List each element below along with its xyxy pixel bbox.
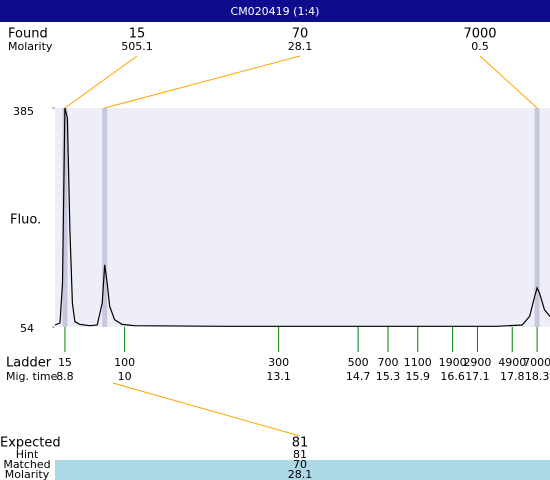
ladder-time: 8.8 xyxy=(56,370,74,383)
ladder-size: 500 xyxy=(348,356,369,369)
ladder-size: 700 xyxy=(377,356,398,369)
ladder-time: 17.1 xyxy=(465,370,490,383)
found-molarity: 505.1 xyxy=(121,40,153,53)
ladder-size: 15 xyxy=(58,356,72,369)
ladder-time: 14.7 xyxy=(346,370,371,383)
ladder-size: 1100 xyxy=(404,356,432,369)
mig-time-label: Mig. time xyxy=(6,370,58,383)
found-peak-band xyxy=(534,108,540,327)
hint-value: 81 xyxy=(293,448,307,461)
ladder-time: 10 xyxy=(118,370,132,383)
ladder-size: 1900 xyxy=(439,356,467,369)
ladder-time: 15.9 xyxy=(406,370,431,383)
matched-label: Matched xyxy=(3,458,50,471)
ladder-label: Ladder xyxy=(6,356,52,371)
ladder-time: 18.3 xyxy=(525,370,550,383)
matched-value: 70 xyxy=(293,458,307,471)
plot-area xyxy=(55,108,550,327)
found-size: 7000 xyxy=(463,27,496,42)
hint-label: Hint xyxy=(16,448,39,461)
ladder-size: 4900 xyxy=(498,356,526,369)
y-tick-label: 385 xyxy=(13,105,34,118)
found-peak-band xyxy=(102,108,108,327)
found-size: 70 xyxy=(292,27,309,42)
molarity-label: Molarity xyxy=(8,40,53,53)
found-connector xyxy=(479,55,538,109)
trace xyxy=(54,107,550,327)
matched-molarity-label: Molarity xyxy=(5,468,50,480)
ladder-size: 300 xyxy=(268,356,289,369)
ladder-size: 100 xyxy=(114,356,135,369)
ladder-time: 13.1 xyxy=(266,370,291,383)
title: CM020419 (1:4) xyxy=(231,5,320,18)
found-molarity: 28.1 xyxy=(288,40,313,53)
matched-molarity: 28.1 xyxy=(288,468,313,480)
found-peak-band xyxy=(62,108,68,327)
ladder-time: 16.6 xyxy=(440,370,465,383)
ladder-size: 2900 xyxy=(463,356,491,369)
found-label: Found xyxy=(8,27,48,42)
matched-band xyxy=(55,460,550,480)
expected-connector xyxy=(112,382,301,437)
y-tick-label: 54 xyxy=(20,322,34,335)
found-size: 15 xyxy=(129,27,146,42)
expected-size: 81 xyxy=(292,436,309,451)
ladder-time: 15.3 xyxy=(376,370,401,383)
fluo-label: Fluo. xyxy=(10,213,41,228)
ladder-size: 7000 xyxy=(523,356,550,369)
title-bar xyxy=(0,0,550,22)
ladder-time: 17.8 xyxy=(500,370,525,383)
found-molarity: 0.5 xyxy=(471,40,489,53)
found-connector xyxy=(104,55,301,109)
expected-label: Expected xyxy=(0,436,61,451)
found-connector xyxy=(64,55,138,109)
